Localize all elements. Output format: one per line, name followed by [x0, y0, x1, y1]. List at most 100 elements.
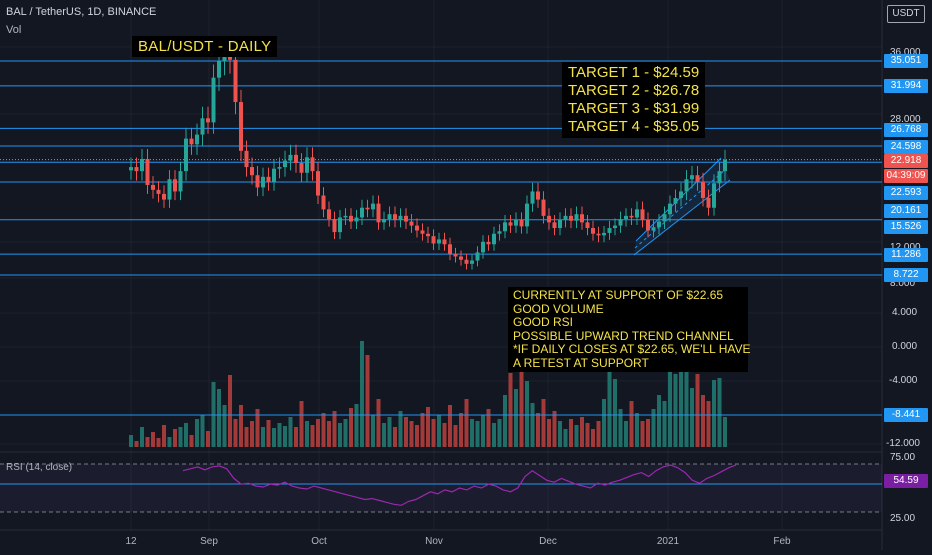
candle-body: [354, 217, 359, 222]
candle-body: [162, 193, 166, 200]
volume-bar: [618, 409, 623, 447]
candle-body: [277, 167, 282, 169]
candle-body: [200, 118, 205, 135]
analysis-notes: CURRENTLY AT SUPPORT OF $22.65 GOOD VOLU…: [508, 287, 751, 372]
level-tag: 20.161: [884, 204, 928, 218]
volume-level-tag: -8.441: [884, 408, 928, 422]
candle-body: [679, 191, 683, 198]
rsi-label[interactable]: RSI (14, close): [6, 462, 73, 473]
volume-bar: [360, 341, 364, 447]
volume-bar: [514, 389, 518, 447]
candle-body: [701, 181, 705, 198]
volume-bar: [338, 423, 342, 447]
volume-bar: [596, 421, 601, 447]
note-2: GOOD VOLUME: [513, 301, 604, 316]
x-axis-label: Nov: [425, 536, 443, 547]
candle-body: [497, 231, 502, 234]
candle-body: [343, 215, 348, 218]
volume-bar: [189, 435, 194, 447]
candle-body: [217, 61, 221, 78]
axis-tick: 28.000: [890, 114, 921, 125]
candle-body: [178, 171, 183, 192]
volume-bar: [316, 419, 320, 447]
candle-body: [338, 217, 342, 233]
volume-label[interactable]: Vol: [6, 24, 22, 36]
volume-bar: [343, 419, 348, 447]
target-4: TARGET 4 - $35.05: [568, 118, 700, 135]
volume-bar: [673, 374, 678, 447]
candle-body: [525, 203, 529, 227]
volume-bar: [222, 405, 227, 447]
candle-body: [134, 167, 139, 172]
candle-body: [673, 197, 678, 204]
candle-body: [585, 222, 590, 229]
candle-body: [475, 252, 480, 261]
volume-bar: [294, 427, 298, 447]
currency-unit-button[interactable]: USDT: [887, 5, 925, 23]
candle-body: [393, 214, 397, 220]
candle-body: [129, 167, 133, 171]
candle-body: [404, 215, 408, 222]
volume-bar: [129, 435, 133, 447]
candle-body: [415, 225, 419, 231]
candle-body: [283, 160, 287, 168]
volume-bar: [167, 437, 172, 447]
axis-tick: 0.000: [892, 341, 918, 352]
channel-upper: [635, 157, 722, 242]
volume-bar: [134, 441, 139, 447]
candle-body: [712, 183, 716, 208]
volume-bar: [255, 409, 260, 447]
volume-bar: [442, 423, 447, 447]
candle-body: [717, 171, 722, 184]
candle-body: [151, 184, 155, 190]
candle-body: [294, 154, 298, 164]
candle-body: [255, 175, 260, 188]
candle-body: [272, 168, 276, 182]
volume-bar: [162, 425, 166, 447]
candle-body: [398, 215, 403, 220]
level-tag: 15.526: [884, 220, 928, 234]
volume-bar: [173, 429, 177, 447]
candle-body: [629, 215, 634, 218]
chart-title: BAL/USDT - DAILY: [132, 36, 278, 57]
volume-bar: [624, 421, 628, 447]
symbol-header[interactable]: BAL / TetherUS, 1D, BINANCE: [6, 6, 157, 18]
candle-body: [591, 228, 595, 234]
volume-bar: [310, 425, 315, 447]
axis-tick: 8.000: [890, 278, 916, 289]
candle-body: [426, 233, 430, 237]
candle-body: [211, 77, 216, 123]
volume-bar: [602, 399, 606, 447]
volume-bar: [156, 438, 161, 447]
candle-body: [635, 209, 639, 218]
volume-bar: [349, 408, 353, 447]
candle-body: [145, 158, 150, 185]
target-2: TARGET 2 - $26.78: [568, 82, 700, 99]
candle-body: [387, 214, 392, 220]
axis-tick: -12.000: [886, 438, 920, 449]
volume-bar: [299, 401, 304, 447]
candle-body: [233, 59, 238, 103]
rsi-pane: [0, 463, 882, 513]
volume-bar: [420, 413, 425, 447]
volume-bar: [305, 421, 309, 447]
candle-body: [547, 215, 551, 223]
volume-bar: [651, 409, 656, 447]
rsi-line: [182, 464, 737, 506]
volume-bar: [470, 419, 474, 447]
candle-body: [437, 239, 441, 244]
level-tag: 11.286: [884, 248, 928, 262]
targets-box: TARGET 1 - $24.59 TARGET 2 - $26.78 TARG…: [562, 62, 706, 138]
candle-body: [706, 197, 711, 208]
current-price-tag: 22.918: [884, 154, 928, 168]
volume-bar: [261, 427, 265, 447]
candle-body: [640, 209, 645, 220]
volume-bar: [145, 437, 150, 447]
volume-bar: [629, 401, 634, 447]
volume-bar: [382, 423, 386, 447]
volume-bar: [695, 374, 700, 447]
candle-body: [420, 230, 425, 234]
candle-body: [299, 163, 304, 173]
